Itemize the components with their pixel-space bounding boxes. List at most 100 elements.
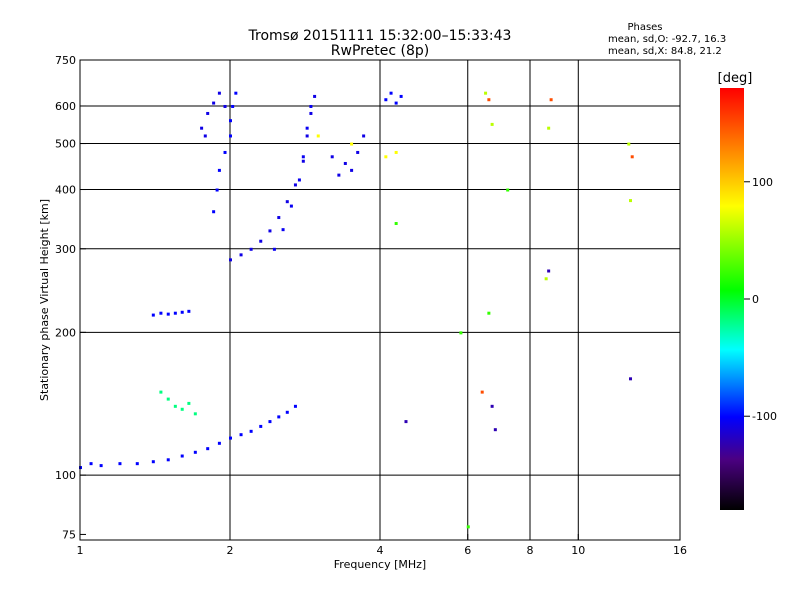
echo-point (362, 134, 366, 138)
echo-point (389, 91, 393, 95)
echo-point (399, 94, 403, 98)
echo-point (285, 200, 289, 204)
echo-point (234, 91, 238, 95)
stats-line-x: mean, sd,X: 84.8, 21.2 (608, 46, 722, 57)
echo-point (229, 134, 232, 138)
x-tick-label: 6 (464, 544, 471, 557)
echo-point (547, 269, 551, 273)
echo-point (217, 441, 221, 445)
echo-point (629, 377, 633, 381)
echo-point (293, 404, 297, 408)
echo-point (480, 390, 484, 394)
echo-point (99, 464, 103, 468)
echo-point (394, 150, 398, 154)
echo-point (166, 312, 170, 316)
echo-point (277, 216, 281, 220)
echo-point (229, 119, 232, 123)
echo-point (187, 309, 191, 313)
echo-point (180, 454, 184, 458)
echo-point (313, 94, 317, 98)
phase-colorbar: [deg] 100 0 -100 (718, 71, 777, 510)
echo-point (239, 253, 243, 257)
x-axis-label: Frequency [MHz] (334, 558, 426, 571)
chart-title-line2: RwPretec (8p) (331, 43, 429, 59)
echo-point (239, 433, 243, 437)
echo-point (231, 104, 235, 108)
y-axis-label: Stationary phase Virtual Height [km] (38, 199, 51, 401)
echo-point (206, 111, 210, 115)
echo-point (193, 412, 197, 416)
echo-point (305, 126, 309, 130)
echo-point (180, 407, 184, 411)
stats-line-o: mean, sd,O: -92.7, 16.3 (608, 34, 726, 45)
echo-point (490, 122, 494, 126)
echo-point (159, 390, 163, 394)
echo-point (166, 397, 170, 401)
echo-point (151, 460, 155, 464)
colorbar-label: [deg] (718, 71, 753, 86)
echo-point (89, 462, 93, 466)
echo-point (356, 150, 360, 154)
echo-point (193, 450, 197, 454)
echo-point (159, 311, 163, 315)
echo-point (229, 258, 232, 262)
colorbar-tick-label: 0 (752, 293, 759, 306)
x-tick-label: 10 (571, 544, 585, 557)
echo-point (277, 415, 281, 419)
echo-point (487, 311, 491, 315)
echo-point (630, 155, 634, 159)
y-tick-label: 500 (55, 138, 76, 151)
echo-point (151, 313, 155, 317)
echo-point (118, 462, 122, 466)
echo-point (173, 404, 177, 408)
echo-point (259, 424, 263, 428)
echo-point (487, 98, 491, 102)
y-tick-label: 100 (55, 469, 76, 482)
colorbar-tick-label: 100 (752, 176, 773, 189)
colorbar-gradient (720, 88, 744, 510)
colorbar-tick-label: -100 (752, 410, 777, 423)
echo-point (293, 183, 297, 187)
echo-point (187, 401, 191, 405)
echo-point (173, 311, 177, 315)
echo-point (217, 91, 221, 95)
y-tick-label: 300 (55, 243, 76, 256)
echo-point (215, 188, 219, 192)
echo-point (404, 420, 408, 424)
echo-point (305, 134, 309, 138)
plot-frame (79, 59, 681, 541)
echo-point (506, 188, 510, 192)
x-tick-label: 16 (673, 544, 687, 557)
echo-point (384, 155, 388, 159)
echo-point (490, 404, 494, 408)
echo-point (544, 277, 548, 281)
echo-point (394, 101, 398, 105)
y-tick-label: 750 (55, 54, 76, 67)
x-tick-label: 2 (227, 544, 234, 557)
echo-point (166, 458, 170, 462)
echo-point (384, 98, 388, 102)
echo-point (337, 173, 341, 177)
echo-point (350, 168, 354, 172)
y-tick-label: 400 (55, 184, 76, 197)
echo-point (212, 210, 216, 214)
echo-point (281, 228, 285, 232)
echo-point (309, 104, 313, 108)
echo-point (627, 142, 631, 146)
echo-point (549, 98, 553, 102)
stats-heading: Phases (627, 22, 662, 33)
echo-point (268, 420, 272, 424)
echo-point (259, 239, 263, 243)
y-tick-label: 200 (55, 326, 76, 339)
echo-point (484, 91, 488, 95)
echo-point (297, 178, 301, 182)
x-tick-label: 4 (377, 544, 384, 557)
echo-point (180, 310, 184, 314)
echo-point (268, 229, 272, 233)
echo-point (343, 161, 347, 165)
echo-point (466, 525, 470, 529)
echo-point (301, 159, 305, 163)
echo-point (206, 447, 210, 451)
echo-point (316, 134, 320, 138)
